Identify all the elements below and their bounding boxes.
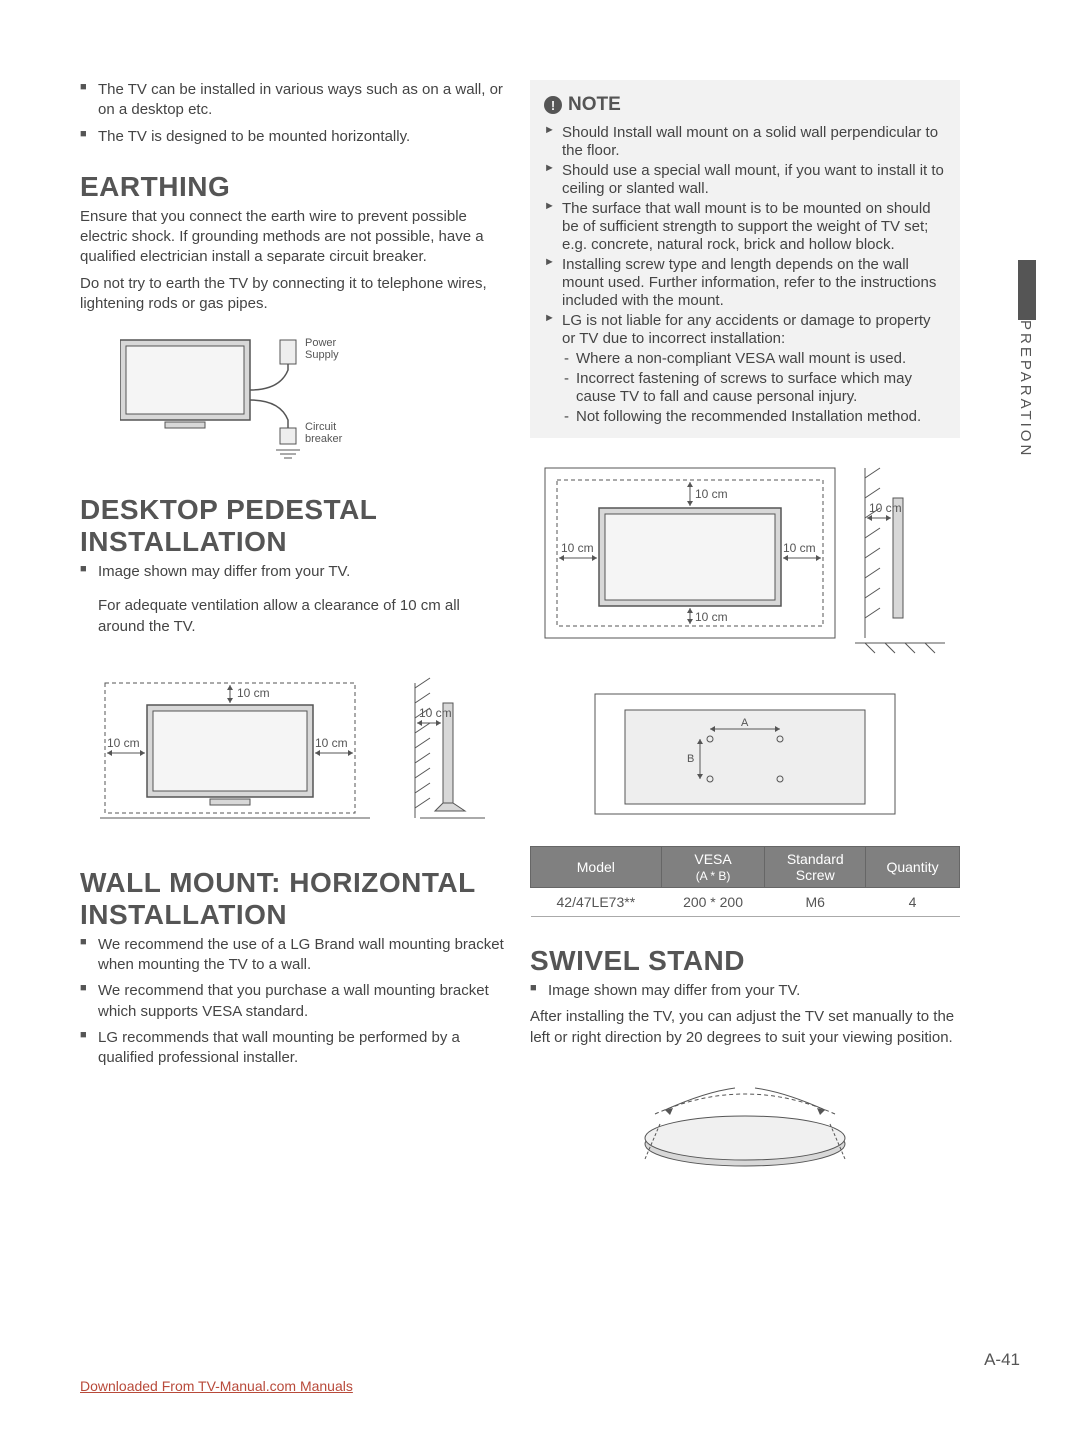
desktop-clearance-diagram: 10 cm 10 cm 10 cm [80, 653, 510, 833]
list-item: The surface that wall mount is to be mou… [562, 200, 946, 254]
paragraph: Do not try to earth the TV by connecting… [80, 274, 510, 315]
desktop-list: Image shown may differ from your TV. [80, 562, 510, 588]
list-item: We recommend that you purchase a wall mo… [98, 981, 510, 1022]
earthing-diagram: Power Supply Circuit breaker [80, 330, 510, 460]
manual-page: The TV can be installed in various ways … [0, 0, 1080, 1240]
th-screw: Standard Screw [765, 847, 866, 888]
list-item: Where a non-compliant VESA wall mount is… [576, 350, 946, 368]
svg-text:10 cm: 10 cm [695, 610, 728, 624]
svg-text:10 cm: 10 cm [695, 487, 728, 501]
list-item: We recommend the use of a LG Brand wall … [98, 935, 510, 976]
page-number: A-41 [984, 1350, 1020, 1370]
table-header-row: Model VESA (A * B) Standard Screw Quanti… [531, 847, 960, 888]
svg-text:Power: Power [305, 337, 337, 349]
paragraph: Ensure that you connect the earth wire t… [80, 207, 510, 268]
heading-earthing: EARTHING [80, 171, 510, 203]
footer-source-link[interactable]: Downloaded From TV-Manual.com Manuals [80, 1378, 353, 1394]
svg-text:Supply: Supply [305, 349, 339, 361]
paragraph: After installing the TV, you can adjust … [530, 1007, 960, 1048]
svg-text:10 cm: 10 cm [869, 501, 902, 515]
td-qty: 4 [866, 888, 960, 917]
svg-text:10 cm: 10 cm [107, 736, 140, 750]
svg-text:10 cm: 10 cm [315, 736, 348, 750]
td-vesa: 200 * 200 [661, 888, 765, 917]
table-row: 42/47LE73** 200 * 200 M6 4 [531, 888, 960, 917]
list-item: Should Install wall mount on a solid wal… [562, 124, 946, 160]
svg-text:Circuit: Circuit [305, 421, 336, 433]
td-screw: M6 [765, 888, 866, 917]
wall-clearance-diagram: 10 cm 10 cm 10 cm 10 cm [530, 458, 960, 658]
svg-text:A: A [741, 717, 749, 729]
wallmount-list: We recommend the use of a LG Brand wall … [80, 935, 510, 1075]
note-sublist: Where a non-compliant VESA wall mount is… [562, 350, 946, 426]
heading-swivel: SWIVEL STAND [530, 945, 960, 977]
svg-text:10 cm: 10 cm [561, 541, 594, 555]
right-column: ! NOTE Should Install wall mount on a so… [530, 80, 960, 1200]
td-model: 42/47LE73** [531, 888, 662, 917]
list-item: LG recommends that wall mounting be perf… [98, 1028, 510, 1069]
th-vesa: VESA (A * B) [661, 847, 765, 888]
section-tab [1018, 260, 1036, 320]
svg-text:10 cm: 10 cm [783, 541, 816, 555]
swivel-diagram [530, 1064, 960, 1184]
list-item: The TV is designed to be mounted horizon… [98, 127, 510, 147]
list-item: Image shown may differ from your TV. [98, 562, 510, 582]
vesa-table: Model VESA (A * B) Standard Screw Quanti… [530, 846, 960, 917]
section-side-label: PREPARATION [1017, 320, 1034, 458]
svg-text:10 cm: 10 cm [419, 706, 452, 720]
list-item: The TV can be installed in various ways … [98, 80, 510, 121]
list-item: Image shown may differ from your TV. [548, 981, 960, 1001]
list-item: LG is not liable for any accidents or da… [562, 312, 946, 426]
swivel-list: Image shown may differ from your TV. [530, 981, 960, 1007]
vesa-diagram: A B [530, 684, 960, 824]
note-heading-text: NOTE [568, 94, 621, 116]
svg-text:breaker: breaker [305, 433, 343, 445]
intro-list: The TV can be installed in various ways … [80, 80, 510, 153]
heading-wall-mount: WALL MOUNT: HORIZONTAL INSTALLATION [80, 867, 510, 931]
paragraph: For adequate ventilation allow a clearan… [80, 596, 510, 637]
svg-text:10 cm: 10 cm [237, 686, 270, 700]
list-item: Incorrect fastening of screws to surface… [576, 370, 946, 406]
th-qty: Quantity [866, 847, 960, 888]
list-item: Not following the recommended Installati… [576, 408, 946, 426]
note-list: Should Install wall mount on a solid wal… [544, 124, 946, 426]
note-icon: ! [544, 96, 562, 114]
list-item: Should use a special wall mount, if you … [562, 162, 946, 198]
svg-text:B: B [687, 753, 694, 765]
note-heading: ! NOTE [544, 94, 946, 116]
left-column: The TV can be installed in various ways … [80, 80, 510, 1200]
note-box: ! NOTE Should Install wall mount on a so… [530, 80, 960, 438]
list-item: Installing screw type and length depends… [562, 256, 946, 310]
th-model: Model [531, 847, 662, 888]
heading-desktop-pedestal: DESKTOP PEDESTAL INSTALLATION [80, 494, 510, 558]
